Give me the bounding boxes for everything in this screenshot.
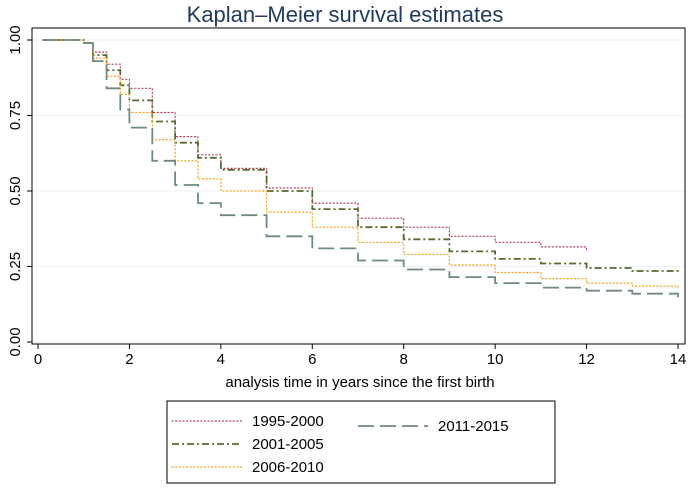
legend-label-1995-2000: 1995-2000 bbox=[252, 413, 324, 430]
plot-frame bbox=[31, 27, 686, 345]
axes-layer: 0.00 0.25 0.50 0.75 1.00 0 2 4 6 8 10 12 14 bbox=[7, 25, 686, 368]
legend-box bbox=[166, 400, 556, 484]
legend-label-2006-2010: 2006-2010 bbox=[252, 459, 324, 476]
x-tick-label: 2 bbox=[125, 351, 133, 368]
chart-title: Kaplan–Meier survival estimates bbox=[187, 2, 504, 27]
x-tick-label: 6 bbox=[308, 351, 316, 368]
x-tick-label: 10 bbox=[487, 351, 504, 368]
grid-layer bbox=[32, 39, 685, 343]
series-line-1995-2000 bbox=[42, 39, 588, 251]
x-axis-title: analysis time in years since the first b… bbox=[225, 374, 494, 391]
legend: 1995-2000 2001-2005 2006-2010 2011-2015 bbox=[166, 400, 556, 484]
y-tick-label: 1.00 bbox=[7, 25, 24, 54]
x-tick-label: 4 bbox=[217, 351, 225, 368]
y-tick-label: 0.75 bbox=[7, 101, 24, 130]
x-tick-label: 8 bbox=[400, 351, 408, 368]
legend-label-2001-2005: 2001-2005 bbox=[252, 436, 324, 453]
x-tick-label: 0 bbox=[34, 351, 42, 368]
legend-label-2011-2015: 2011-2015 bbox=[438, 418, 509, 435]
series-layer bbox=[42, 39, 679, 298]
y-tick-label: 0.25 bbox=[7, 252, 24, 281]
x-tick-label: 14 bbox=[670, 351, 687, 368]
x-tick-label: 12 bbox=[578, 351, 595, 368]
series-line-2011-2015 bbox=[42, 39, 679, 298]
y-tick-label: 0.50 bbox=[7, 176, 24, 205]
y-tick-label: 0.00 bbox=[7, 327, 24, 356]
